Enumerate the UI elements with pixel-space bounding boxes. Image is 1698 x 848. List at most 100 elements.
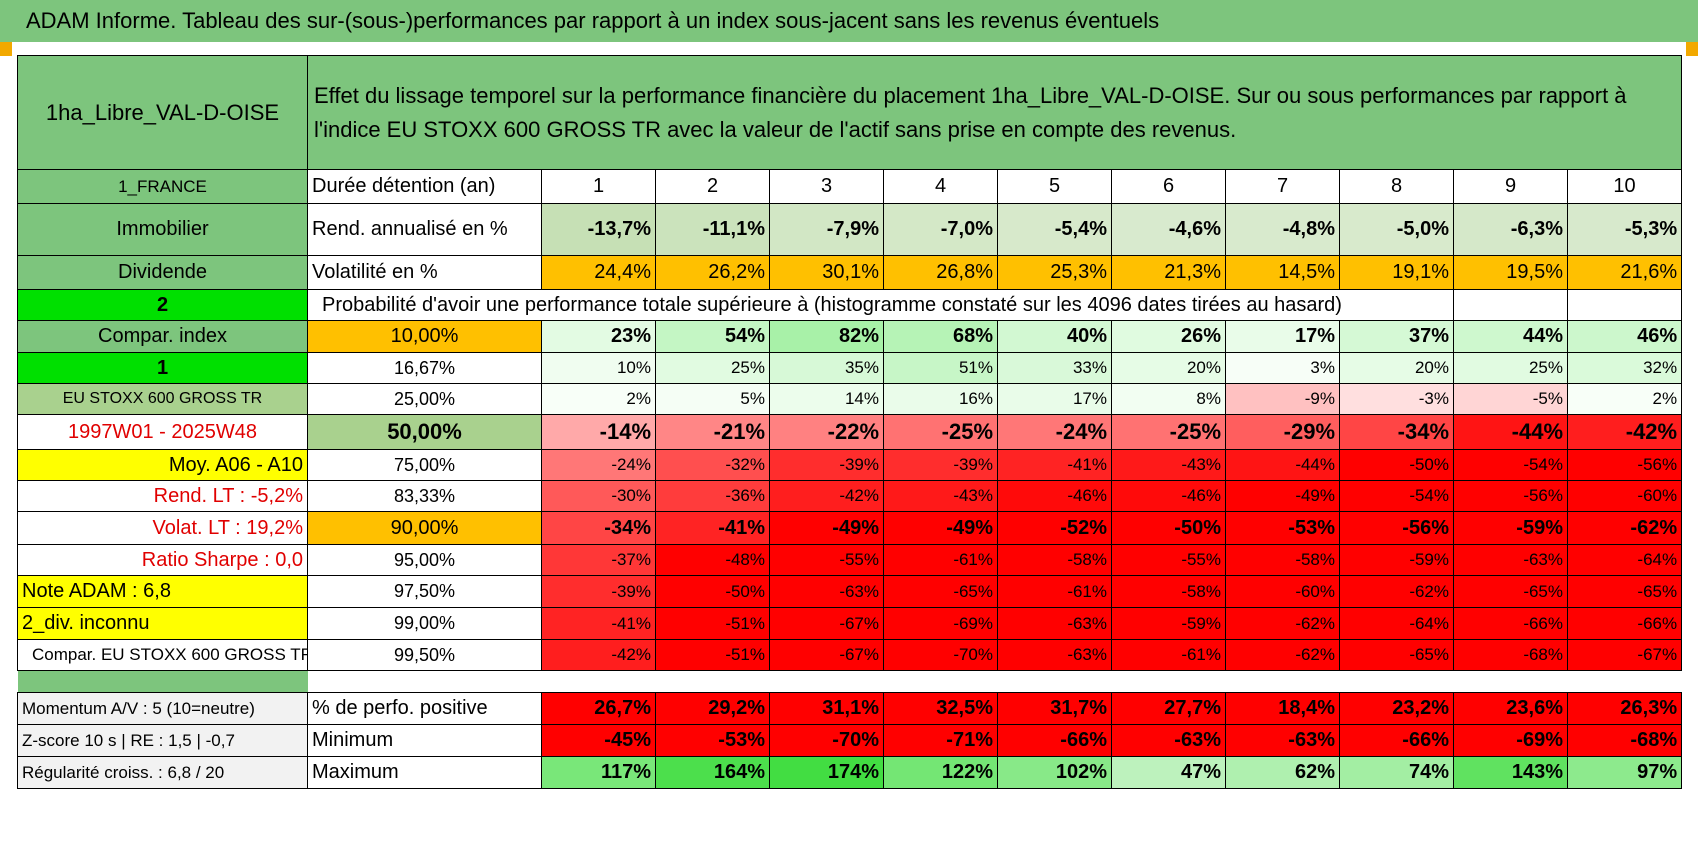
quantile-8-value-y1: -39% (541, 575, 656, 608)
quantile-10-value-y4: -70% (883, 639, 998, 671)
volatility-row: Dividende Volatilité en % 24,4% 26,2% 30,1… (17, 255, 1683, 290)
quantile-9-value-y6: -59% (1111, 607, 1226, 640)
quantile-3-value-y1: -14% (541, 414, 656, 450)
positive-perf-y10: 26,3% (1566, 692, 1683, 725)
minimum-y5: -66% (997, 724, 1112, 757)
stats-row: Momentum A/V : 5 (10=neutre)% de perfo. … (17, 692, 1683, 725)
dividend-status: 2_div. inconnu (17, 607, 308, 640)
quantile-1-value-y3: 35% (769, 352, 884, 384)
minimum-y8: -66% (1339, 724, 1454, 757)
quantile-8-value-y6: -58% (1111, 575, 1226, 608)
quantile-1-value-y7: 3% (1225, 352, 1340, 384)
quantile-0-value-y4: 68% (883, 320, 998, 353)
annual-return-y4: -7,0% (883, 203, 998, 256)
quantile-3-value-y6: -25% (1111, 414, 1226, 450)
quantile-7-value-y2: -48% (655, 544, 770, 576)
quantile-10-value-y7: -62% (1225, 639, 1340, 671)
momentum-label: Momentum A/V : 5 (10=neutre) (17, 692, 308, 725)
volatility-y5: 25,3% (997, 255, 1112, 290)
quantile-10-value-y8: -65% (1339, 639, 1454, 671)
long-term-return: Rend. LT : -5,2% (17, 480, 308, 512)
quantile-6-value-y2: -41% (655, 511, 770, 545)
annual-return-y1: -13,7% (541, 203, 656, 256)
quantile-6-value-y10: -62% (1566, 511, 1683, 545)
quantile-10-value-y9: -68% (1453, 639, 1568, 671)
quantile-1-value-y2: 25% (655, 352, 770, 384)
return-label: Rend. annualisé en % (307, 203, 542, 256)
quantile-0-value-y9: 44% (1453, 320, 1568, 353)
positive-perf-y8: 23,2% (1339, 692, 1454, 725)
annual-return-y6: -4,6% (1111, 203, 1226, 256)
quantile-7-value-y6: -55% (1111, 544, 1226, 576)
separator-green (17, 670, 308, 693)
volatility-y7: 14,5% (1225, 255, 1340, 290)
annual-return-y3: -7,9% (769, 203, 884, 256)
quantile-10-value-y10: -67% (1566, 639, 1683, 671)
annual-return-y5: -5,4% (997, 203, 1112, 256)
index-name-label: EU STOXX 600 GROSS TR (17, 383, 308, 415)
maximum-y1: 117% (541, 756, 656, 789)
quantile-8-value-y10: -65% (1566, 575, 1683, 608)
minimum-y9: -69% (1453, 724, 1568, 757)
quantile-1-value-y10: 32% (1566, 352, 1683, 384)
maximum-label: Maximum (307, 756, 542, 789)
minimum-y2: -53% (655, 724, 770, 757)
year-header-y10: 10 (1566, 169, 1683, 204)
quantile-10-value-y6: -61% (1111, 639, 1226, 671)
separator-blank (308, 671, 1682, 693)
quantile-9-value-y8: -64% (1339, 607, 1454, 640)
quantile-row: 2_div. inconnu 99,00% -41% -51% -67% -69% -63%… (17, 607, 1683, 640)
quantile-4-value-y5: -41% (997, 449, 1112, 481)
year-header-y3: 3 (769, 169, 884, 204)
quantile-9-value-y10: -66% (1566, 607, 1683, 640)
quantile-7-value-y10: -64% (1566, 544, 1683, 576)
quantile-level: 83,33% (307, 480, 542, 512)
sharpe-ratio: Ratio Sharpe : 0,0 (17, 544, 308, 576)
quantile-level: 16,67% (307, 352, 542, 384)
positive-perf-y3: 31,1% (769, 692, 884, 725)
quantile-1-value-y5: 33% (997, 352, 1112, 384)
quantile-5-value-y3: -42% (769, 480, 884, 512)
quantile-7-value-y9: -63% (1453, 544, 1568, 576)
year-header-y4: 4 (883, 169, 998, 204)
quantile-5-value-y1: -30% (541, 480, 656, 512)
quantile-2-value-y8: -3% (1339, 383, 1454, 415)
quantile-0-value-y7: 17% (1225, 320, 1340, 353)
comparison-index-label: Compar. EU STOXX 600 GROSS TR (17, 639, 308, 671)
probability-caption: Probabilité d'avoir une performance tota… (307, 289, 1454, 321)
quantile-10-value-y2: -51% (655, 639, 770, 671)
quantile-3-value-y5: -24% (997, 414, 1112, 450)
long-term-volatility: Volat. LT : 19,2% (17, 511, 308, 545)
quantile-9-value-y1: -41% (541, 607, 656, 640)
quantile-row: Note ADAM : 6,8 97,50% -39% -50% -63% -65% -61… (17, 575, 1683, 608)
maximum-y6: 47% (1111, 756, 1226, 789)
average-label: Moy. A06 - A10 (17, 449, 308, 481)
quantile-level: 10,00% (307, 320, 542, 353)
positive-perf-y1: 26,7% (541, 692, 656, 725)
quantile-4-value-y8: -50% (1339, 449, 1454, 481)
annual-return-y10: -5,3% (1566, 203, 1683, 256)
quantile-level: 25,00% (307, 383, 542, 415)
quantile-8-value-y2: -50% (655, 575, 770, 608)
quantile-8-value-y5: -61% (997, 575, 1112, 608)
quantile-2-value-y1: 2% (541, 383, 656, 415)
quantile-5-value-y5: -46% (997, 480, 1112, 512)
header-row: 1ha_Libre_VAL-D-OISE Effet du lissage te… (17, 55, 1683, 170)
quantile-5-value-y10: -60% (1566, 480, 1683, 512)
quantile-row: 1997W01 - 2025W48 50,00% -14% -21% -22% -25% -… (17, 414, 1683, 450)
quantile-5-value-y8: -54% (1339, 480, 1454, 512)
quantile-6-value-y9: -59% (1453, 511, 1568, 545)
quantile-level: 90,00% (307, 511, 542, 545)
quantile-8-value-y4: -65% (883, 575, 998, 608)
volatility-y9: 19,5% (1453, 255, 1568, 290)
quantile-level: 97,50% (307, 575, 542, 608)
quantile-9-value-y7: -62% (1225, 607, 1340, 640)
adam-score: Note ADAM : 6,8 (17, 575, 308, 608)
volatility-y6: 21,3% (1111, 255, 1226, 290)
quantile-10-value-y5: -63% (997, 639, 1112, 671)
performance-table: 1ha_Libre_VAL-D-OISE Effet du lissage te… (17, 55, 1683, 789)
report-title: ADAM Informe. Tableau des sur-(sous-)per… (0, 0, 1698, 42)
quantile-5-value-y4: -43% (883, 480, 998, 512)
code-2-cell: 2 (17, 289, 308, 321)
quantile-4-value-y2: -32% (655, 449, 770, 481)
